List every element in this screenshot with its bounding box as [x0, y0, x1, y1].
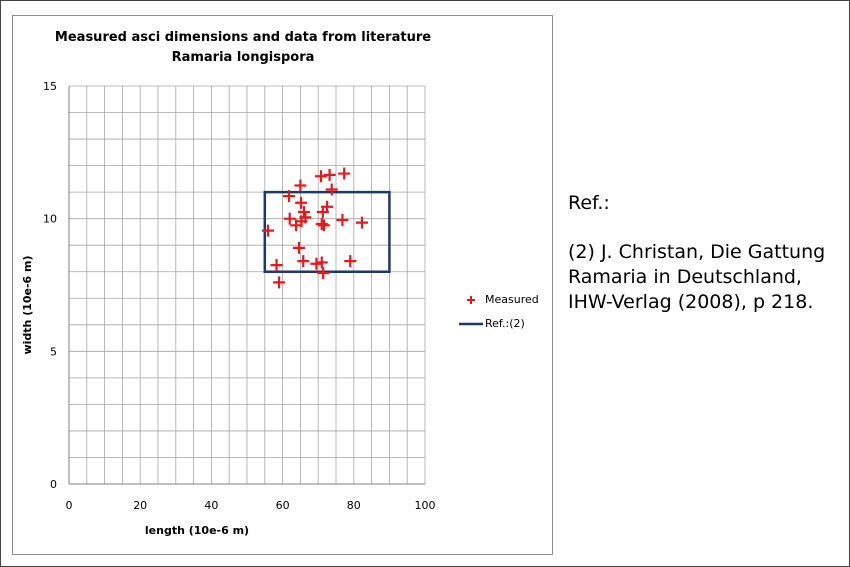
- legend: Measured Ref.:(2): [459, 292, 559, 332]
- measured-point: [270, 259, 283, 272]
- x-tick-label: 0: [66, 499, 73, 512]
- measured-point: [315, 170, 328, 183]
- y-tick-label: 5: [50, 345, 57, 358]
- legend-item-reference: Ref.:(2): [459, 316, 559, 332]
- measured-point: [344, 255, 357, 268]
- grid: [68, 85, 426, 485]
- measured-point: [325, 183, 338, 196]
- legend-label-reference: Ref.:(2): [485, 317, 525, 330]
- measured-point: [299, 211, 312, 224]
- x-tick-label: 80: [347, 499, 361, 512]
- y-tick-label: 15: [43, 80, 57, 93]
- measured-point: [262, 224, 275, 237]
- reference-rectangle: [263, 190, 391, 273]
- line-marker-icon: [459, 322, 483, 326]
- y-tick-label: 0: [50, 478, 57, 491]
- reference-line-3: IHW-Verlag (2008), p 218.: [568, 291, 814, 313]
- y-axis-title: width (10e-6 m): [21, 255, 34, 354]
- y-tick-label: 10: [43, 213, 57, 226]
- measured-point: [355, 216, 368, 229]
- measured-point: [273, 276, 286, 289]
- measured-point: [317, 267, 330, 280]
- measured-point: [310, 257, 323, 270]
- x-tick-label: 40: [204, 499, 218, 512]
- measured-point: [315, 256, 328, 269]
- measured-point: [297, 255, 310, 268]
- x-tick-label: 100: [415, 499, 436, 512]
- measured-point: [321, 200, 334, 213]
- legend-label-measured: Measured: [485, 293, 539, 306]
- data-points: [262, 167, 368, 289]
- x-tick-label: 20: [133, 499, 147, 512]
- measured-point: [292, 241, 305, 254]
- legend-item-measured: Measured: [459, 292, 559, 308]
- reference-line-1: (2) J. Christan, Die Gattung: [568, 241, 826, 263]
- reference-panel: Ref.: (2) J. Christan, Die Gattung Ramar…: [568, 191, 843, 315]
- measured-point: [295, 196, 308, 209]
- x-axis-title: length (10e-6 m): [145, 524, 249, 537]
- measured-point: [317, 219, 330, 232]
- chart-title-line-2: Ramaria longispora: [171, 50, 315, 65]
- reference-line-2: Ramaria in Deutschland,: [568, 266, 802, 288]
- measured-point: [283, 190, 296, 203]
- measured-point: [297, 206, 310, 219]
- plus-marker-icon: [467, 296, 475, 304]
- reference-rectangle-layer: [263, 190, 391, 273]
- measured-point: [315, 217, 328, 230]
- x-tick-label: 60: [276, 499, 290, 512]
- measured-point: [336, 213, 349, 226]
- scatter-plot: 0 20 40 60 80 100 0 5 10 15 length (10e-6 m) width …: [21, 80, 436, 537]
- chart-area: Measured asci dimensions and data from l…: [12, 15, 553, 555]
- measured-point: [338, 167, 351, 180]
- measured-point: [294, 179, 307, 192]
- chart-title-line-1: Measured asci dimensions and data from l…: [54, 30, 432, 45]
- measured-point: [283, 212, 296, 225]
- reference-heading: Ref.:: [568, 192, 610, 214]
- measured-point: [323, 168, 336, 181]
- axes: 0 20 40 60 80 100 0 5 10 15 length (10e-6 m) width …: [21, 80, 436, 537]
